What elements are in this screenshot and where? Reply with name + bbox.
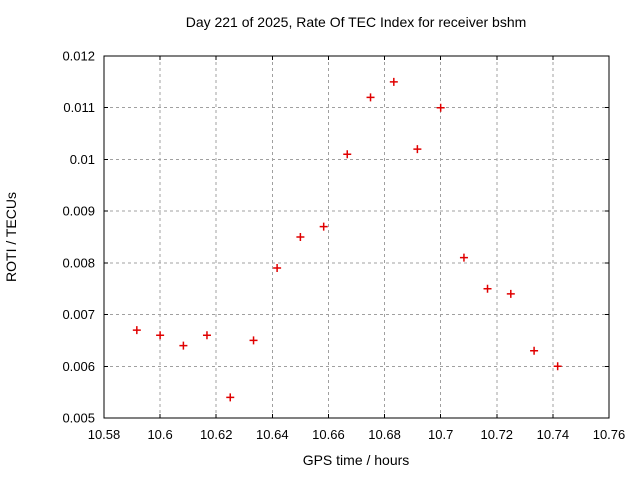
data-point-marker [202, 331, 211, 340]
data-point-marker [226, 393, 235, 402]
x-tick-label: 10.68 [368, 427, 401, 442]
y-tick-label: 0.009 [62, 204, 95, 219]
data-point-marker [343, 150, 352, 159]
y-tick-label: 0.005 [62, 411, 95, 426]
data-point-marker [273, 264, 282, 273]
data-point-marker [366, 93, 375, 102]
plot-area: 10.58 10.6 10.62 10.64 10.66 10.68 10.7 10.72 10… [62, 49, 625, 443]
x-tick-label: 10.74 [537, 427, 570, 442]
data-point-marker [483, 284, 492, 293]
data-point-marker [436, 103, 445, 112]
chart-title: Day 221 of 2025, Rate Of TEC Index for r… [186, 14, 527, 30]
plot-border [103, 55, 610, 419]
data-point-marker [132, 326, 141, 335]
x-tick-label: 10.64 [256, 427, 289, 442]
data-point-marker [506, 289, 515, 298]
x-tick-label: 10.76 [593, 427, 626, 442]
x-tick-label: 10.7 [428, 427, 453, 442]
x-tick-label: 10.72 [481, 427, 514, 442]
y-tick-label: 0.01 [70, 152, 95, 167]
x-tick-label: 10.6 [147, 427, 172, 442]
data-point-marker [296, 233, 305, 241]
y-tick-label: 0.006 [62, 359, 95, 374]
data-point-marker [156, 331, 165, 340]
y-tick-label: 0.007 [62, 307, 95, 322]
data-point-marker [459, 253, 468, 262]
data-point-marker [413, 145, 422, 154]
y-axis-label: ROTI / TECUs [3, 192, 19, 282]
data-point-marker [249, 336, 258, 345]
y-tick-label: 0.012 [62, 49, 95, 64]
x-tick-label: 10.66 [312, 427, 345, 442]
data-point-marker [530, 346, 539, 355]
data-point-marker [553, 362, 562, 371]
data-point-marker [179, 341, 188, 350]
x-tick-label: 10.62 [200, 427, 233, 442]
y-tick-label: 0.008 [62, 255, 95, 270]
x-axis-label: GPS time / hours [303, 452, 410, 468]
y-tick-label: 0.011 [63, 100, 95, 115]
data-point-marker [389, 77, 398, 86]
x-tick-label: 10.58 [88, 427, 121, 442]
data-point-marker [319, 222, 328, 231]
